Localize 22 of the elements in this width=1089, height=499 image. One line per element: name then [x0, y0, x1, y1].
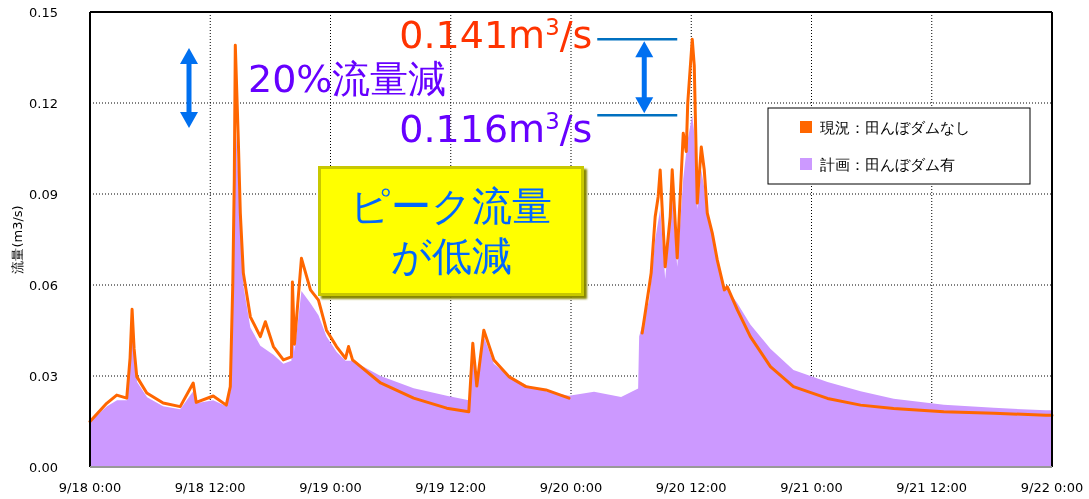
y-tick-label: 0.09	[29, 187, 58, 202]
x-tick-label: 9/18 0:00	[58, 480, 122, 495]
annotation: ピーク流量が低減	[318, 166, 584, 296]
y-tick-label: 0.15	[29, 5, 58, 20]
x-tick-label: 9/19 12:00	[415, 480, 487, 495]
y-tick-label: 0.12	[29, 96, 58, 111]
x-tick-label: 9/22 0:00	[1020, 480, 1084, 495]
x-tick-label: 9/19 0:00	[299, 480, 362, 495]
legend-label: 計画：田んぼダム有	[820, 156, 955, 174]
y-tick-label: 0.06	[29, 278, 58, 293]
y-tick-label: 0.03	[29, 369, 58, 384]
y-axis-title: 流量(m3/s)	[10, 205, 25, 274]
annotation: 20%流量減	[248, 57, 447, 101]
x-tick-label: 9/20 0:00	[539, 480, 603, 495]
legend-label: 現況：田んぼダムなし	[820, 119, 970, 137]
x-tick-label: 9/21 0:00	[780, 480, 843, 495]
y-tick-label: 0.00	[29, 460, 58, 475]
x-tick-label: 9/21 12:00	[896, 480, 968, 495]
annotation: 0.141m$^{3}$/s	[399, 13, 593, 58]
annotation: 0.116m$^{3}$/s	[399, 107, 593, 152]
x-tick-label: 9/20 12:00	[655, 480, 727, 495]
x-tick-label: 9/18 12:00	[174, 480, 246, 495]
